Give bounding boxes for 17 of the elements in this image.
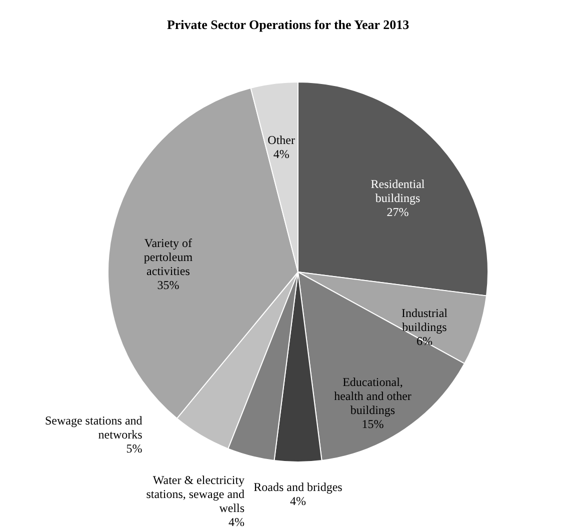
slice-label: Roads and bridges (254, 480, 343, 494)
data-label: 4% (290, 494, 306, 508)
data-label: 5% (126, 441, 142, 456)
slice-label: Residential buildings (370, 177, 426, 206)
data-label: 4% (228, 515, 245, 529)
data-label: 6% (416, 334, 432, 348)
data-label: 35% (157, 278, 180, 292)
data-label: 4% (273, 147, 290, 162)
chart-title: Private Sector Operations for the Year 2013 (166, 17, 410, 32)
slice-label: Educational, health and other buildings (334, 375, 412, 417)
slice-label: Sewage stations and networks (44, 413, 143, 442)
slice-label: Industrial buildings (401, 306, 448, 334)
data-label: 27% (386, 205, 409, 220)
slice-label: Water & electricity stations, sewage and wells (146, 473, 245, 516)
slice-label: Variety of pertoleum activities (144, 236, 194, 278)
data-label: 15% (362, 417, 384, 431)
slice-label: Other (268, 133, 295, 148)
